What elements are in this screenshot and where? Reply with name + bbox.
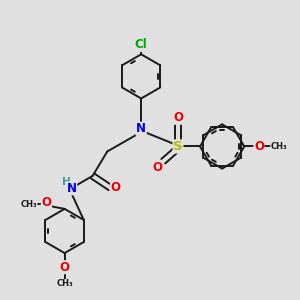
Text: O: O <box>60 261 70 274</box>
Text: N: N <box>136 122 146 135</box>
Text: S: S <box>173 140 183 153</box>
Text: Cl: Cl <box>135 38 148 51</box>
Text: O: O <box>254 140 264 153</box>
Text: CH₃: CH₃ <box>271 142 287 151</box>
Text: O: O <box>173 111 183 124</box>
Text: O: O <box>110 181 121 194</box>
Text: O: O <box>152 160 162 174</box>
Text: H: H <box>62 177 70 188</box>
Text: O: O <box>41 196 51 208</box>
Text: CH₃: CH₃ <box>56 280 73 289</box>
Text: N: N <box>67 182 77 195</box>
Text: CH₃: CH₃ <box>20 200 37 209</box>
